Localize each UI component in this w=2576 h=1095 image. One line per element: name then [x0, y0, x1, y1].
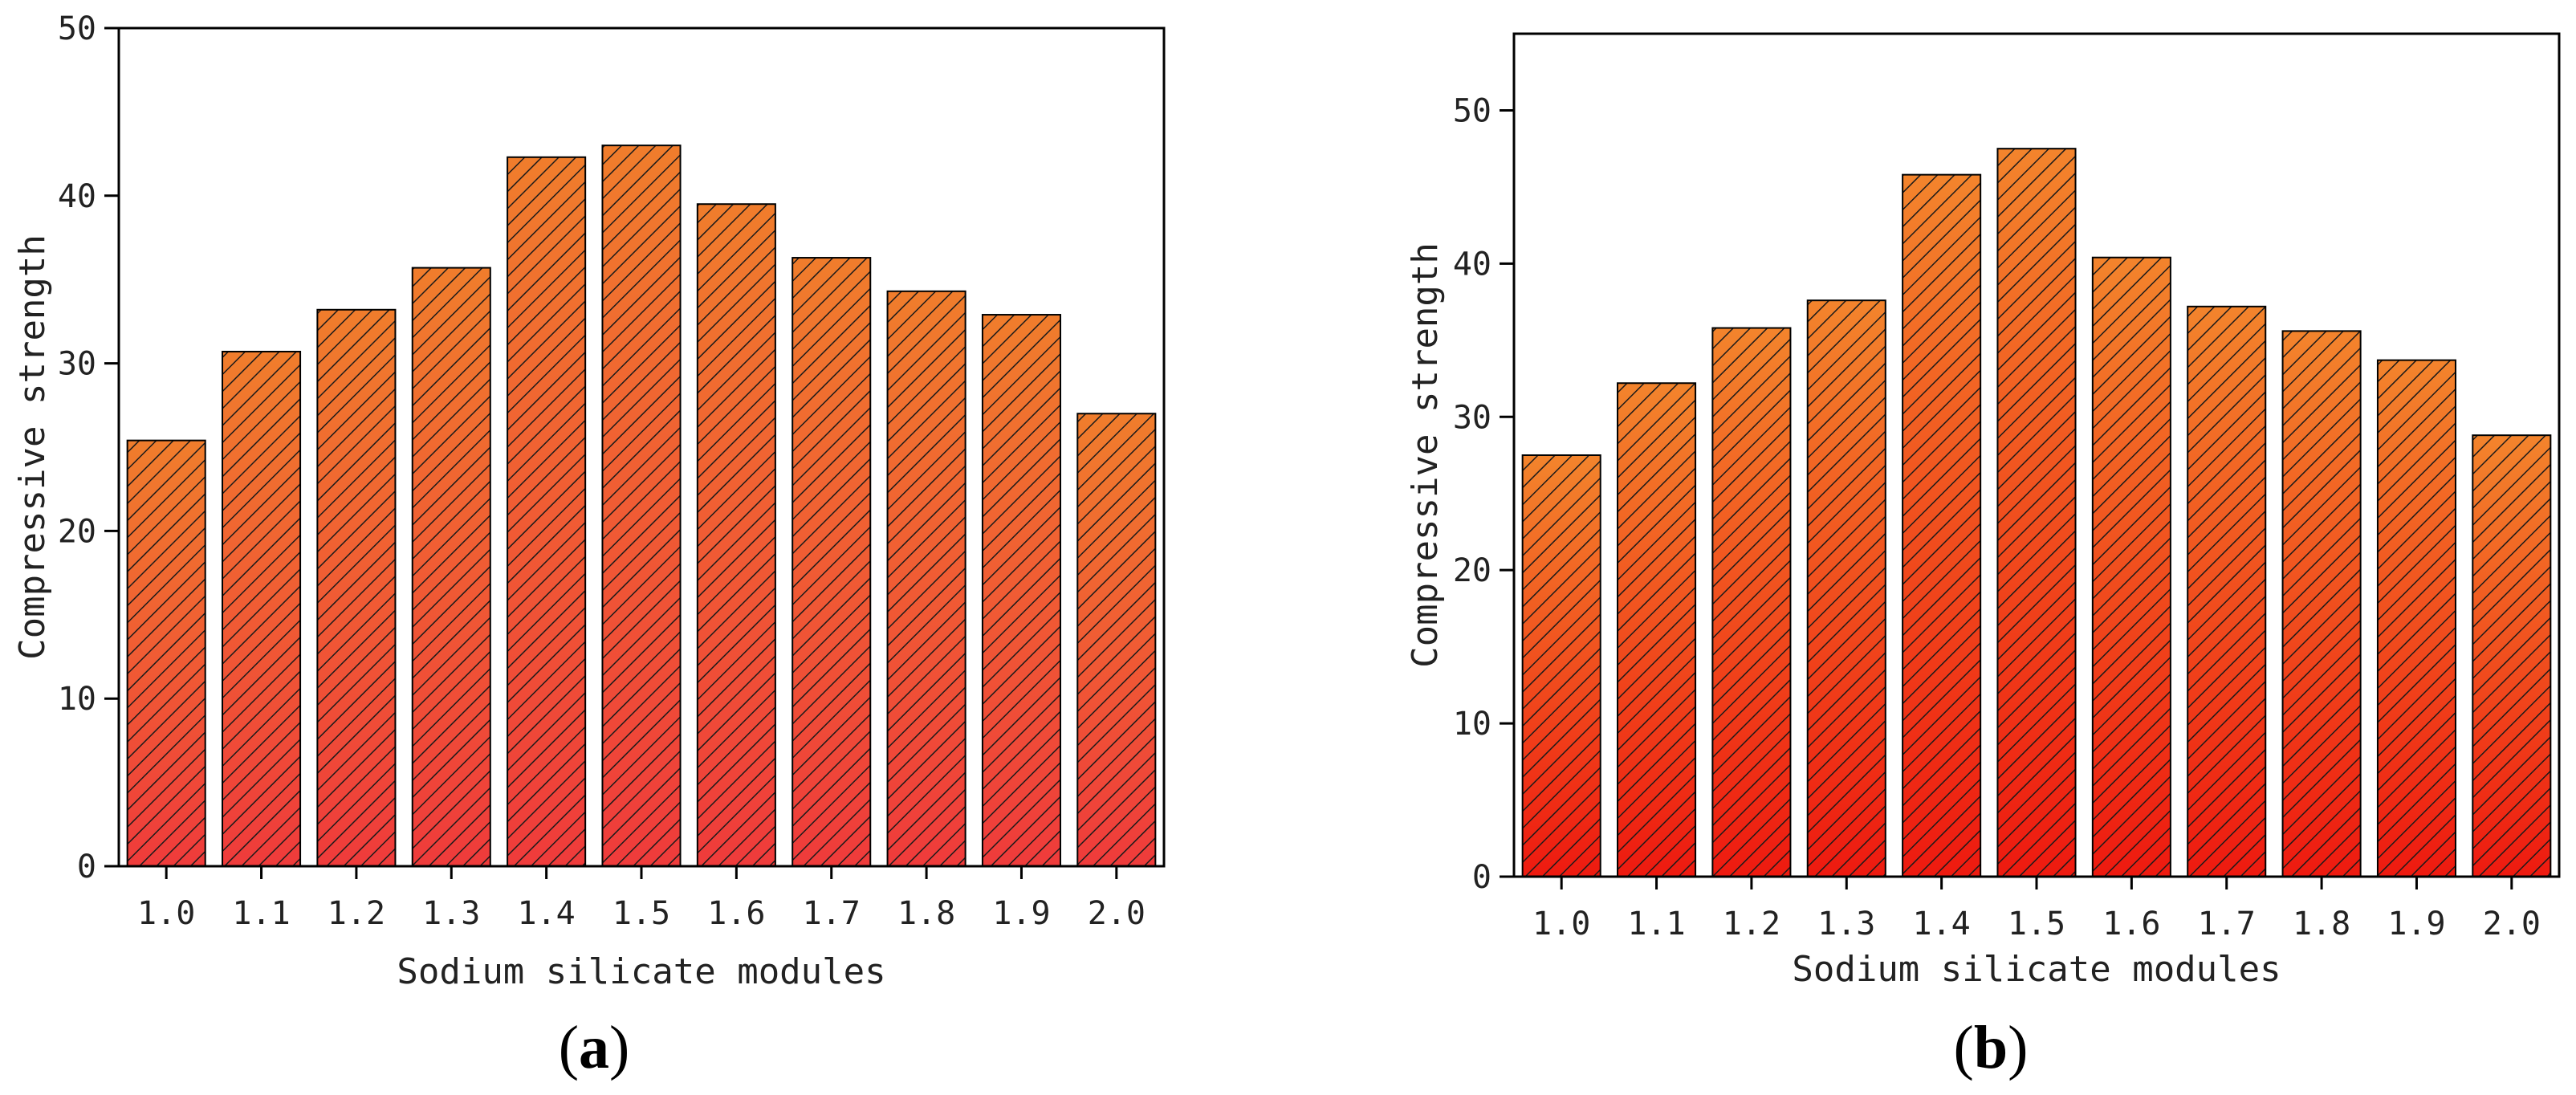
bar-hatch: [2187, 305, 2267, 877]
panel-label-b: (b): [1954, 1014, 2029, 1081]
bar-hatch: [981, 314, 1061, 868]
bar: [1711, 327, 1792, 877]
bar-hatch: [126, 439, 206, 867]
x-tick-label: 1.8: [2293, 906, 2350, 942]
bar: [507, 156, 587, 867]
y-tick-label: 30: [1453, 399, 1491, 436]
bar-hatch: [886, 290, 967, 868]
bar-hatch: [411, 267, 491, 868]
bar: [1806, 299, 1886, 877]
bar: [411, 267, 491, 868]
bar-hatch: [222, 350, 302, 867]
x-tick-label: 1.4: [518, 895, 576, 932]
y-tick-label: 10: [58, 681, 96, 718]
bar: [1521, 454, 1601, 877]
bar-hatch: [1711, 327, 1792, 877]
bar: [886, 290, 967, 868]
bar: [792, 257, 872, 867]
chart-b-y-axis: 0 10 20 30 40 50: [1453, 92, 1514, 896]
panel-label-a: (a): [559, 1014, 630, 1081]
bar-hatch: [2091, 256, 2171, 877]
x-tick-label: 1.3: [1817, 906, 1875, 942]
chart-b-x-axis-title: Sodium silicate modules: [1792, 949, 2281, 990]
bar-hatch: [1902, 173, 1982, 878]
bar-hatch: [316, 308, 397, 867]
y-tick-label: 50: [1453, 92, 1491, 129]
bar: [1076, 413, 1157, 867]
chart-a-x-axis: 1.0 1.1 1.2 1.3 1.4 1.5 1.6 1.7 1.8 1.9 2.0: [137, 866, 1146, 932]
y-tick-label: 20: [1453, 552, 1491, 589]
x-tick-label: 1.0: [137, 895, 195, 932]
bar: [601, 145, 682, 868]
bar-hatch: [2376, 359, 2456, 877]
chart-a-y-axis-title: Compressive strength: [12, 234, 53, 660]
y-tick-label: 0: [1472, 859, 1491, 896]
x-tick-label: 1.7: [803, 895, 861, 932]
bar-hatch: [1617, 382, 1697, 878]
bar: [1996, 148, 2077, 877]
x-tick-label: 2.0: [1088, 895, 1146, 932]
x-tick-label: 1.8: [897, 895, 955, 932]
bar-hatch: [1076, 413, 1157, 867]
y-tick-label: 30: [58, 346, 96, 383]
chart-a-bars: [126, 145, 1157, 868]
bar: [696, 203, 776, 868]
panel-label-b-close: ): [2008, 1014, 2028, 1081]
bar: [2187, 305, 2267, 877]
bar: [2281, 330, 2362, 877]
bar-hatch: [1521, 454, 1601, 877]
bar: [1902, 173, 1982, 878]
bar: [2472, 434, 2552, 877]
y-tick-label: 0: [77, 849, 96, 885]
bar: [981, 314, 1061, 868]
x-tick-label: 1.4: [1913, 906, 1971, 942]
panel-label-b-letter: b: [1974, 1014, 2008, 1081]
x-tick-label: 1.5: [2008, 906, 2065, 942]
x-tick-label: 1.2: [328, 895, 385, 932]
bar-hatch: [1806, 299, 1886, 877]
y-tick-label: 50: [58, 10, 96, 47]
chart-b-x-axis: 1.0 1.1 1.2 1.3 1.4 1.5 1.6 1.7 1.8 1.9 2.0: [1532, 877, 2541, 942]
x-tick-label: 1.9: [992, 895, 1050, 932]
chart-a-x-axis-title: Sodium silicate modules: [397, 951, 885, 992]
x-tick-label: 1.3: [422, 895, 480, 932]
chart-b-y-axis-title: Compressive strength: [1405, 242, 1446, 668]
x-tick-label: 1.2: [1723, 906, 1780, 942]
x-tick-label: 1.9: [2387, 906, 2445, 942]
bar: [2376, 359, 2456, 877]
bar-hatch: [1996, 148, 2077, 877]
panel-label-b-open: (: [1954, 1014, 1974, 1081]
x-tick-label: 2.0: [2483, 906, 2541, 942]
x-tick-label: 1.6: [707, 895, 765, 932]
chart-b-bars: [1521, 148, 2552, 878]
y-tick-label: 40: [1453, 246, 1491, 283]
panel-label-a-open: (: [559, 1014, 579, 1081]
bar-hatch: [601, 145, 682, 868]
x-tick-label: 1.7: [2198, 906, 2256, 942]
chart-a-y-axis: 0 10 20 30 40 50: [58, 10, 119, 885]
panel-label-a-close: ): [609, 1014, 629, 1081]
bar: [316, 308, 397, 867]
bar-hatch: [2281, 330, 2362, 877]
panel-label-a-letter: a: [579, 1014, 609, 1081]
bar-hatch: [792, 257, 872, 867]
bar-hatch: [696, 203, 776, 868]
x-tick-label: 1.1: [1627, 906, 1685, 942]
bar: [1617, 382, 1697, 878]
bar-hatch: [507, 156, 587, 867]
x-tick-label: 1.0: [1532, 906, 1590, 942]
bar: [2091, 256, 2171, 877]
x-tick-label: 1.1: [232, 895, 290, 932]
bar-hatch: [2472, 434, 2552, 877]
y-tick-label: 20: [58, 513, 96, 550]
x-tick-label: 1.5: [612, 895, 670, 932]
y-tick-label: 40: [58, 178, 96, 215]
y-tick-label: 10: [1453, 706, 1491, 743]
x-tick-label: 1.6: [2102, 906, 2160, 942]
bar: [222, 350, 302, 867]
bar: [126, 439, 206, 867]
